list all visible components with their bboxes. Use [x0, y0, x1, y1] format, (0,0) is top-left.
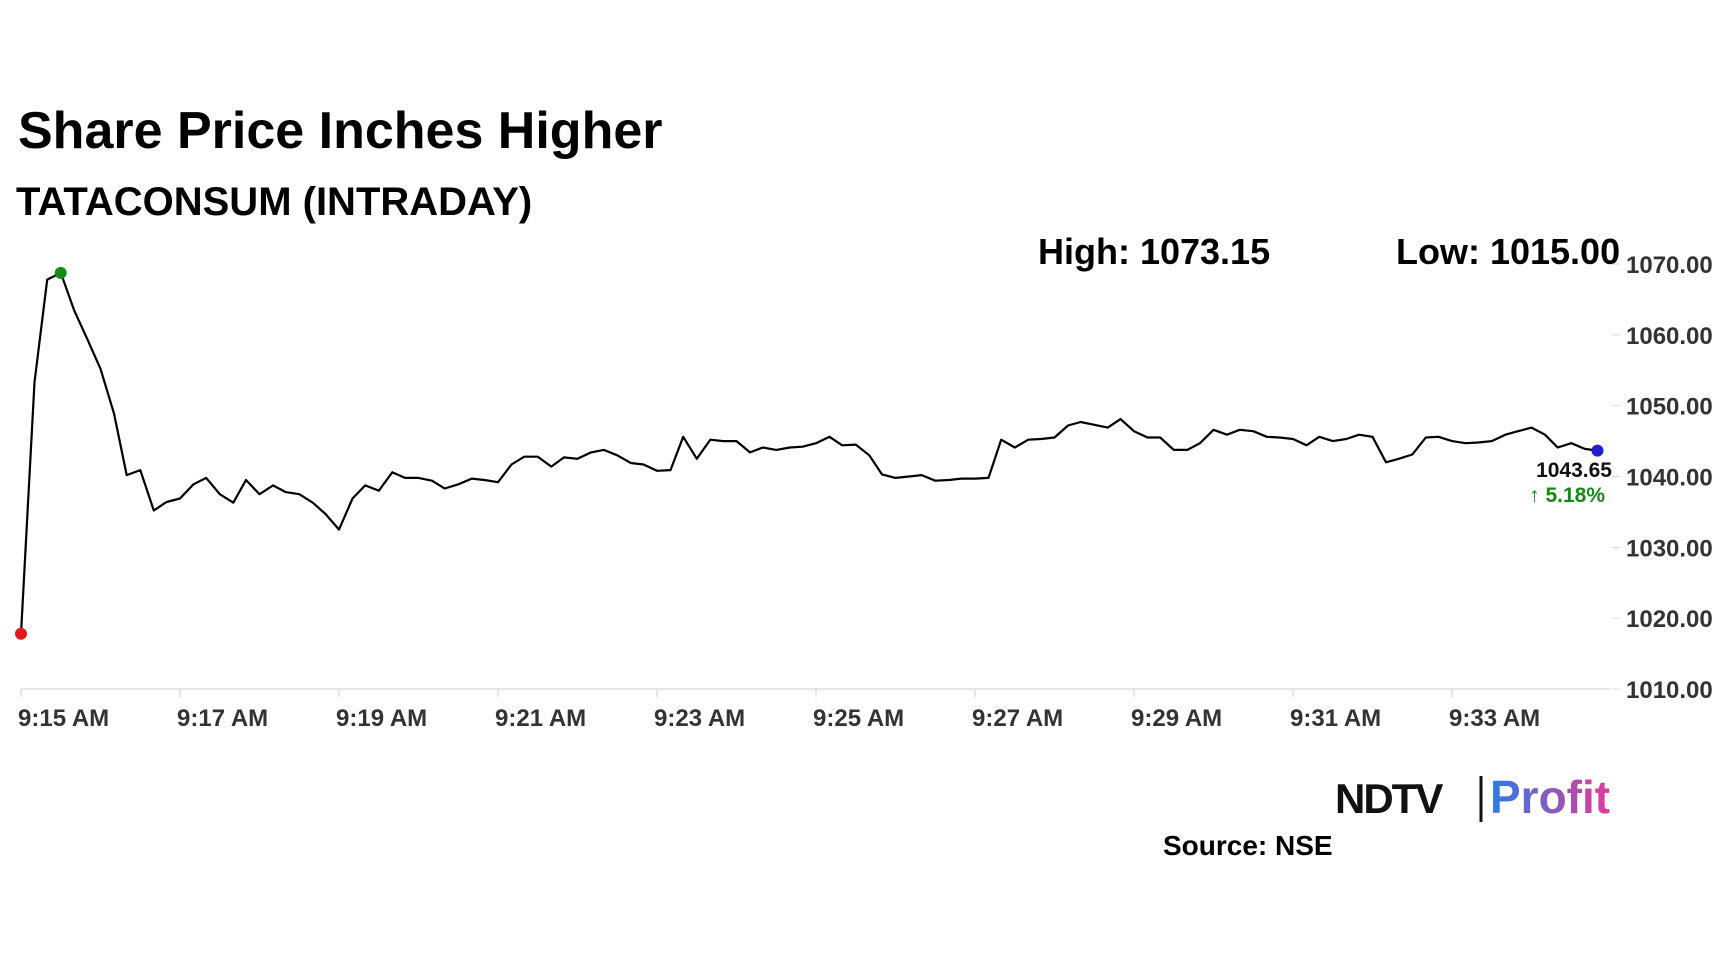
change-label: ↑ 5.18%	[1529, 484, 1605, 507]
logo-right: Profit	[1490, 771, 1610, 823]
x-tick-label: 9:15 AM	[18, 705, 109, 732]
start-dot	[15, 627, 27, 640]
x-tick-label: 9:17 AM	[177, 705, 268, 732]
logo-left: NDTV	[1335, 775, 1443, 822]
price-line	[19, 271, 1598, 634]
source: Source: NSE	[1163, 830, 1333, 861]
x-tick-label: 9:25 AM	[813, 705, 904, 732]
high-label: High: 1073.15	[1038, 231, 1270, 272]
y-tick-label: 1010.00	[1626, 677, 1713, 704]
y-tick-label: 1060.00	[1626, 323, 1713, 350]
x-tick-label: 9:19 AM	[336, 705, 427, 732]
chart-title: Share Price Inches Higher	[18, 102, 663, 160]
chart-subtitle: TATACONSUM (INTRADAY)	[16, 180, 532, 224]
x-tick-label: 9:31 AM	[1290, 705, 1381, 732]
y-tick-label: 1030.00	[1626, 535, 1713, 562]
x-tick-label: 9:21 AM	[495, 705, 586, 732]
y-tick-label: 1070.00	[1626, 252, 1713, 279]
last-price-label: 1043.65	[1536, 459, 1612, 482]
x-tick-label: 9:23 AM	[654, 705, 745, 732]
y-tick-label: 1050.00	[1626, 394, 1713, 421]
x-tick-label: 9:27 AM	[972, 705, 1063, 732]
x-tick-label: 9:33 AM	[1449, 705, 1540, 732]
y-tick-label: 1040.00	[1626, 465, 1713, 492]
high-dot	[54, 266, 67, 279]
low-label: Low: 1015.00	[1396, 231, 1620, 272]
end-dot	[1591, 444, 1604, 457]
x-tick-label: 9:29 AM	[1131, 705, 1222, 732]
y-tick-label: 1020.00	[1626, 606, 1713, 633]
